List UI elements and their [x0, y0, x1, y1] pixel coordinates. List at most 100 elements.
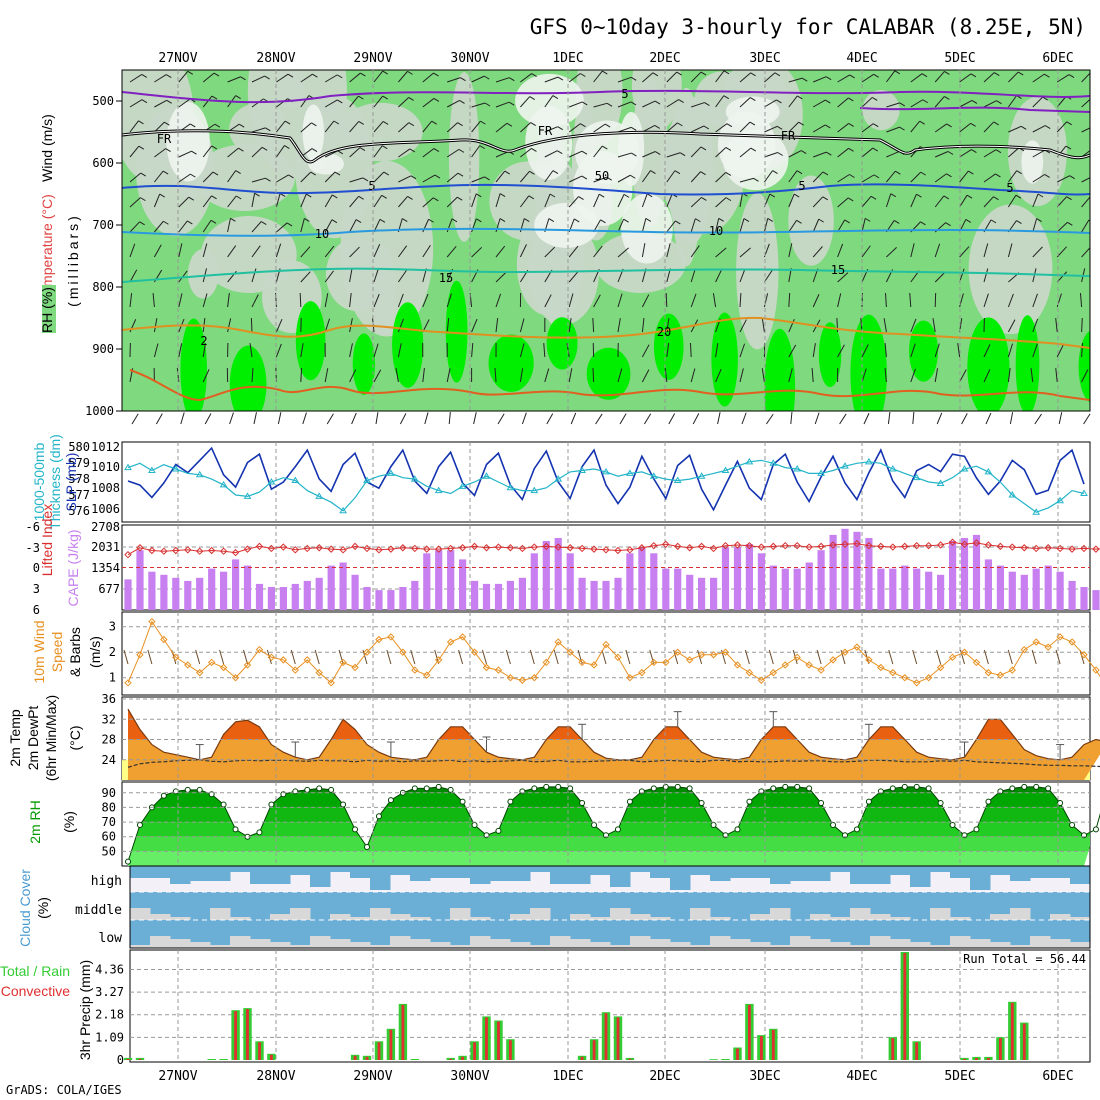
- wind-barb-flag: [162, 170, 169, 175]
- cape-bar: [578, 577, 586, 610]
- wind-barb: [349, 177, 364, 183]
- wind-barb: [129, 74, 143, 83]
- wind-barb: [471, 75, 485, 83]
- cape-tick: 677: [98, 582, 120, 596]
- wind10m-point: [865, 656, 873, 664]
- wind-barb-flag: [844, 219, 850, 224]
- li-point: [996, 542, 1005, 551]
- wind-barb: [641, 318, 645, 333]
- wind-barb: [397, 318, 404, 333]
- wind-barb-flag: [725, 147, 732, 151]
- wind-barb: [861, 174, 875, 183]
- wind-barb: [1081, 246, 1090, 258]
- wind-barb-flag: [944, 71, 950, 75]
- rh-dry-cell: [862, 89, 900, 131]
- wind-barb: [251, 146, 263, 158]
- precip-conv-bar: [736, 1048, 739, 1060]
- cape-bar: [363, 587, 371, 610]
- cape-bar: [184, 580, 192, 610]
- wind-barb: [251, 367, 254, 383]
- wind-barb-flag: [776, 99, 782, 104]
- wind-barb: [129, 99, 143, 108]
- wind-barb: [788, 95, 798, 108]
- wind-barb: [446, 172, 459, 183]
- wind10m-point: [960, 648, 969, 656]
- wind10m-point: [948, 653, 957, 662]
- cloud-low-gap: [450, 945, 471, 948]
- isotherm-labels: FR FR FR 5 5 5 10 10 15 15 20 50 2 5: [157, 87, 1014, 348]
- wind-barb: [690, 293, 697, 308]
- wind10m-point: [924, 674, 933, 682]
- wind10m-point: [1020, 645, 1028, 654]
- wind-barb: [129, 269, 138, 283]
- thickness-point: [1008, 490, 1017, 498]
- wind-barb: [202, 343, 207, 358]
- cape-bar: [1008, 571, 1016, 610]
- wind-barb-flag: [872, 123, 879, 128]
- cloud-level-low: low: [99, 931, 123, 946]
- thickness-point: [769, 459, 778, 466]
- wind-barb: [1056, 196, 1068, 208]
- wind-barb: [617, 293, 623, 308]
- rh2m-point: [507, 798, 514, 805]
- cloud-low-gap: [490, 939, 511, 948]
- wind-barb-flag: [655, 151, 661, 155]
- wind10m-barb: [219, 649, 225, 665]
- wind-barb: [788, 150, 802, 158]
- wind-barb-flag: [211, 195, 217, 200]
- cape-bar: [243, 565, 252, 610]
- wind10m-point: [590, 661, 598, 669]
- wind-barb: [1056, 95, 1067, 108]
- isotherm-15: [122, 267, 1090, 283]
- wind-barb-flag: [408, 97, 414, 101]
- cape-bar: [662, 568, 670, 610]
- wind-barb: [641, 193, 648, 208]
- precip-bar: [721, 1059, 730, 1060]
- wind-barb: [520, 96, 531, 108]
- wind-barb-flag: [1037, 193, 1044, 198]
- wind-barb: [668, 413, 676, 425]
- wind-barb-flag: [750, 97, 756, 101]
- wind-barb: [300, 95, 310, 108]
- wind-barb: [715, 247, 727, 258]
- wind-barb-flag: [235, 95, 241, 99]
- cloud-high-bar: [350, 866, 371, 878]
- cloud-high-bar: [290, 866, 311, 875]
- wind-barb: [959, 149, 972, 158]
- rh2m-units: (%): [61, 811, 77, 833]
- wind-barb: [568, 196, 579, 208]
- wind-barb: [983, 344, 991, 358]
- rh-moist-cell: [488, 334, 534, 392]
- wind-barb-flag: [312, 73, 318, 78]
- wind-barb-flag: [409, 148, 416, 153]
- wind-barb: [1032, 318, 1039, 333]
- wind-barb-flag: [552, 95, 559, 99]
- wind-barb-flag: [288, 174, 294, 179]
- rh2m-point: [1092, 826, 1099, 833]
- cloud-high-bar: [150, 866, 171, 878]
- li-point: [709, 544, 718, 553]
- wind-barb-flag: [944, 95, 950, 100]
- wind-barb: [617, 368, 623, 383]
- wind10m-barb: [290, 649, 296, 665]
- cape-bar: [1092, 590, 1100, 610]
- wind-barb: [154, 220, 164, 233]
- wind-barb: [1007, 343, 1014, 358]
- rh-moist-patches: [180, 280, 1090, 411]
- date-label-bottom: 29NOV: [353, 1069, 392, 1084]
- wind10m-point: [339, 658, 347, 667]
- cape-bar: [960, 538, 969, 610]
- cloud-middle-gap: [870, 914, 891, 920]
- wind-barb-flag: [557, 126, 564, 131]
- wind10m-point: [853, 643, 861, 651]
- precip-conv-bar: [126, 1058, 130, 1060]
- wind-barb-flag: [947, 151, 954, 155]
- wind10m-point: [972, 658, 981, 667]
- wind-barb: [861, 147, 874, 158]
- wind-barb: [741, 412, 747, 425]
- wind-barb: [959, 122, 971, 133]
- wind10m-point: [685, 656, 694, 664]
- wind10m-barb: [482, 649, 487, 665]
- rh-dry-cell: [631, 70, 682, 131]
- wind-barb: [1056, 221, 1068, 233]
